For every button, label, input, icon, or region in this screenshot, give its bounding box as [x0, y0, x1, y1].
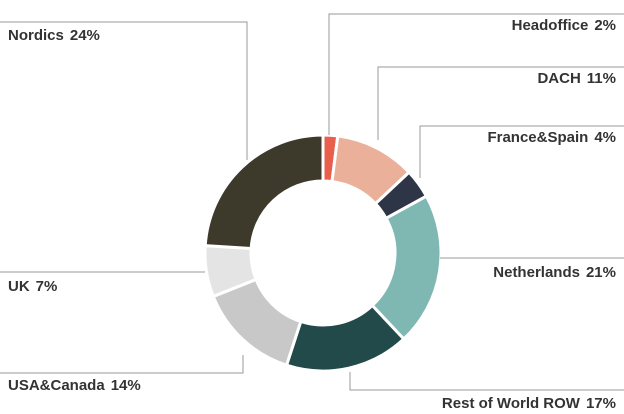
slice-label: France&Spain 4%	[487, 129, 616, 146]
category-label: DACH	[537, 70, 580, 87]
value-label: 17%	[586, 395, 616, 412]
value-label: 14%	[111, 377, 141, 394]
category-label: France&Spain	[487, 129, 588, 146]
leader-line	[349, 372, 624, 391]
category-label: Headoffice	[512, 17, 589, 34]
donut-slice	[203, 133, 325, 251]
value-label: 24%	[70, 27, 100, 44]
value-label: 2%	[594, 17, 616, 34]
slice-label: UK 7%	[8, 278, 57, 295]
slice-label: Nordics 24%	[8, 27, 100, 44]
leader-line	[0, 21, 248, 160]
category-label: Nordics	[8, 27, 64, 44]
category-label: Netherlands	[493, 264, 580, 281]
category-label: USA&Canada	[8, 377, 105, 394]
value-label: 7%	[36, 278, 58, 295]
category-label: UK	[8, 278, 30, 295]
slice-label: DACH 11%	[537, 70, 616, 87]
value-label: 4%	[594, 129, 616, 146]
leader-line	[419, 125, 624, 178]
value-label: 21%	[586, 264, 616, 281]
slice-label: Rest of World ROW 17%	[442, 395, 616, 412]
leader-line	[0, 355, 244, 374]
leader-line	[377, 66, 624, 140]
value-label: 11%	[587, 70, 616, 87]
leader-line	[328, 13, 624, 135]
slice-label: Netherlands 21%	[493, 264, 616, 281]
slice-label: USA&Canada 14%	[8, 377, 141, 394]
category-label: Rest of World ROW	[442, 395, 581, 412]
slice-label: Headoffice 2%	[512, 17, 616, 34]
